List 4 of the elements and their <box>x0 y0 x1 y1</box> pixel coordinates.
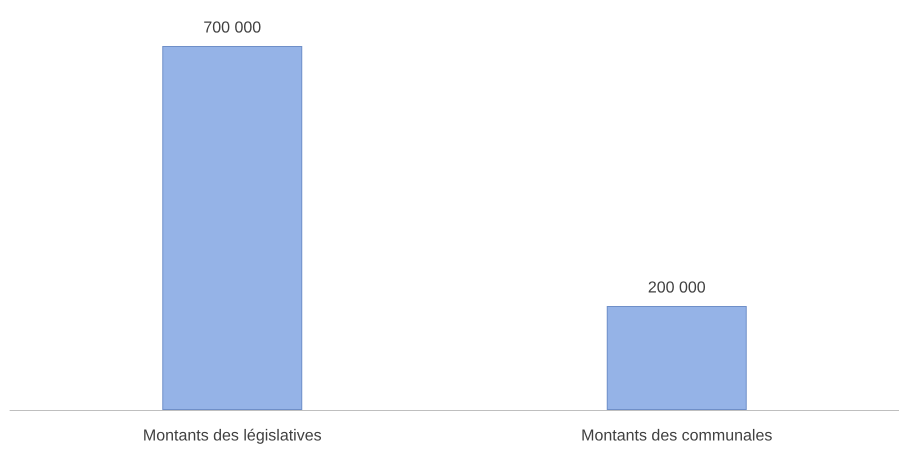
data-label: 700 000 <box>203 20 262 36</box>
x-tick-label: Montants des législatives <box>142 428 322 444</box>
x-tick-label: Montants des communales <box>581 428 772 444</box>
data-label: 200 000 <box>648 280 706 296</box>
